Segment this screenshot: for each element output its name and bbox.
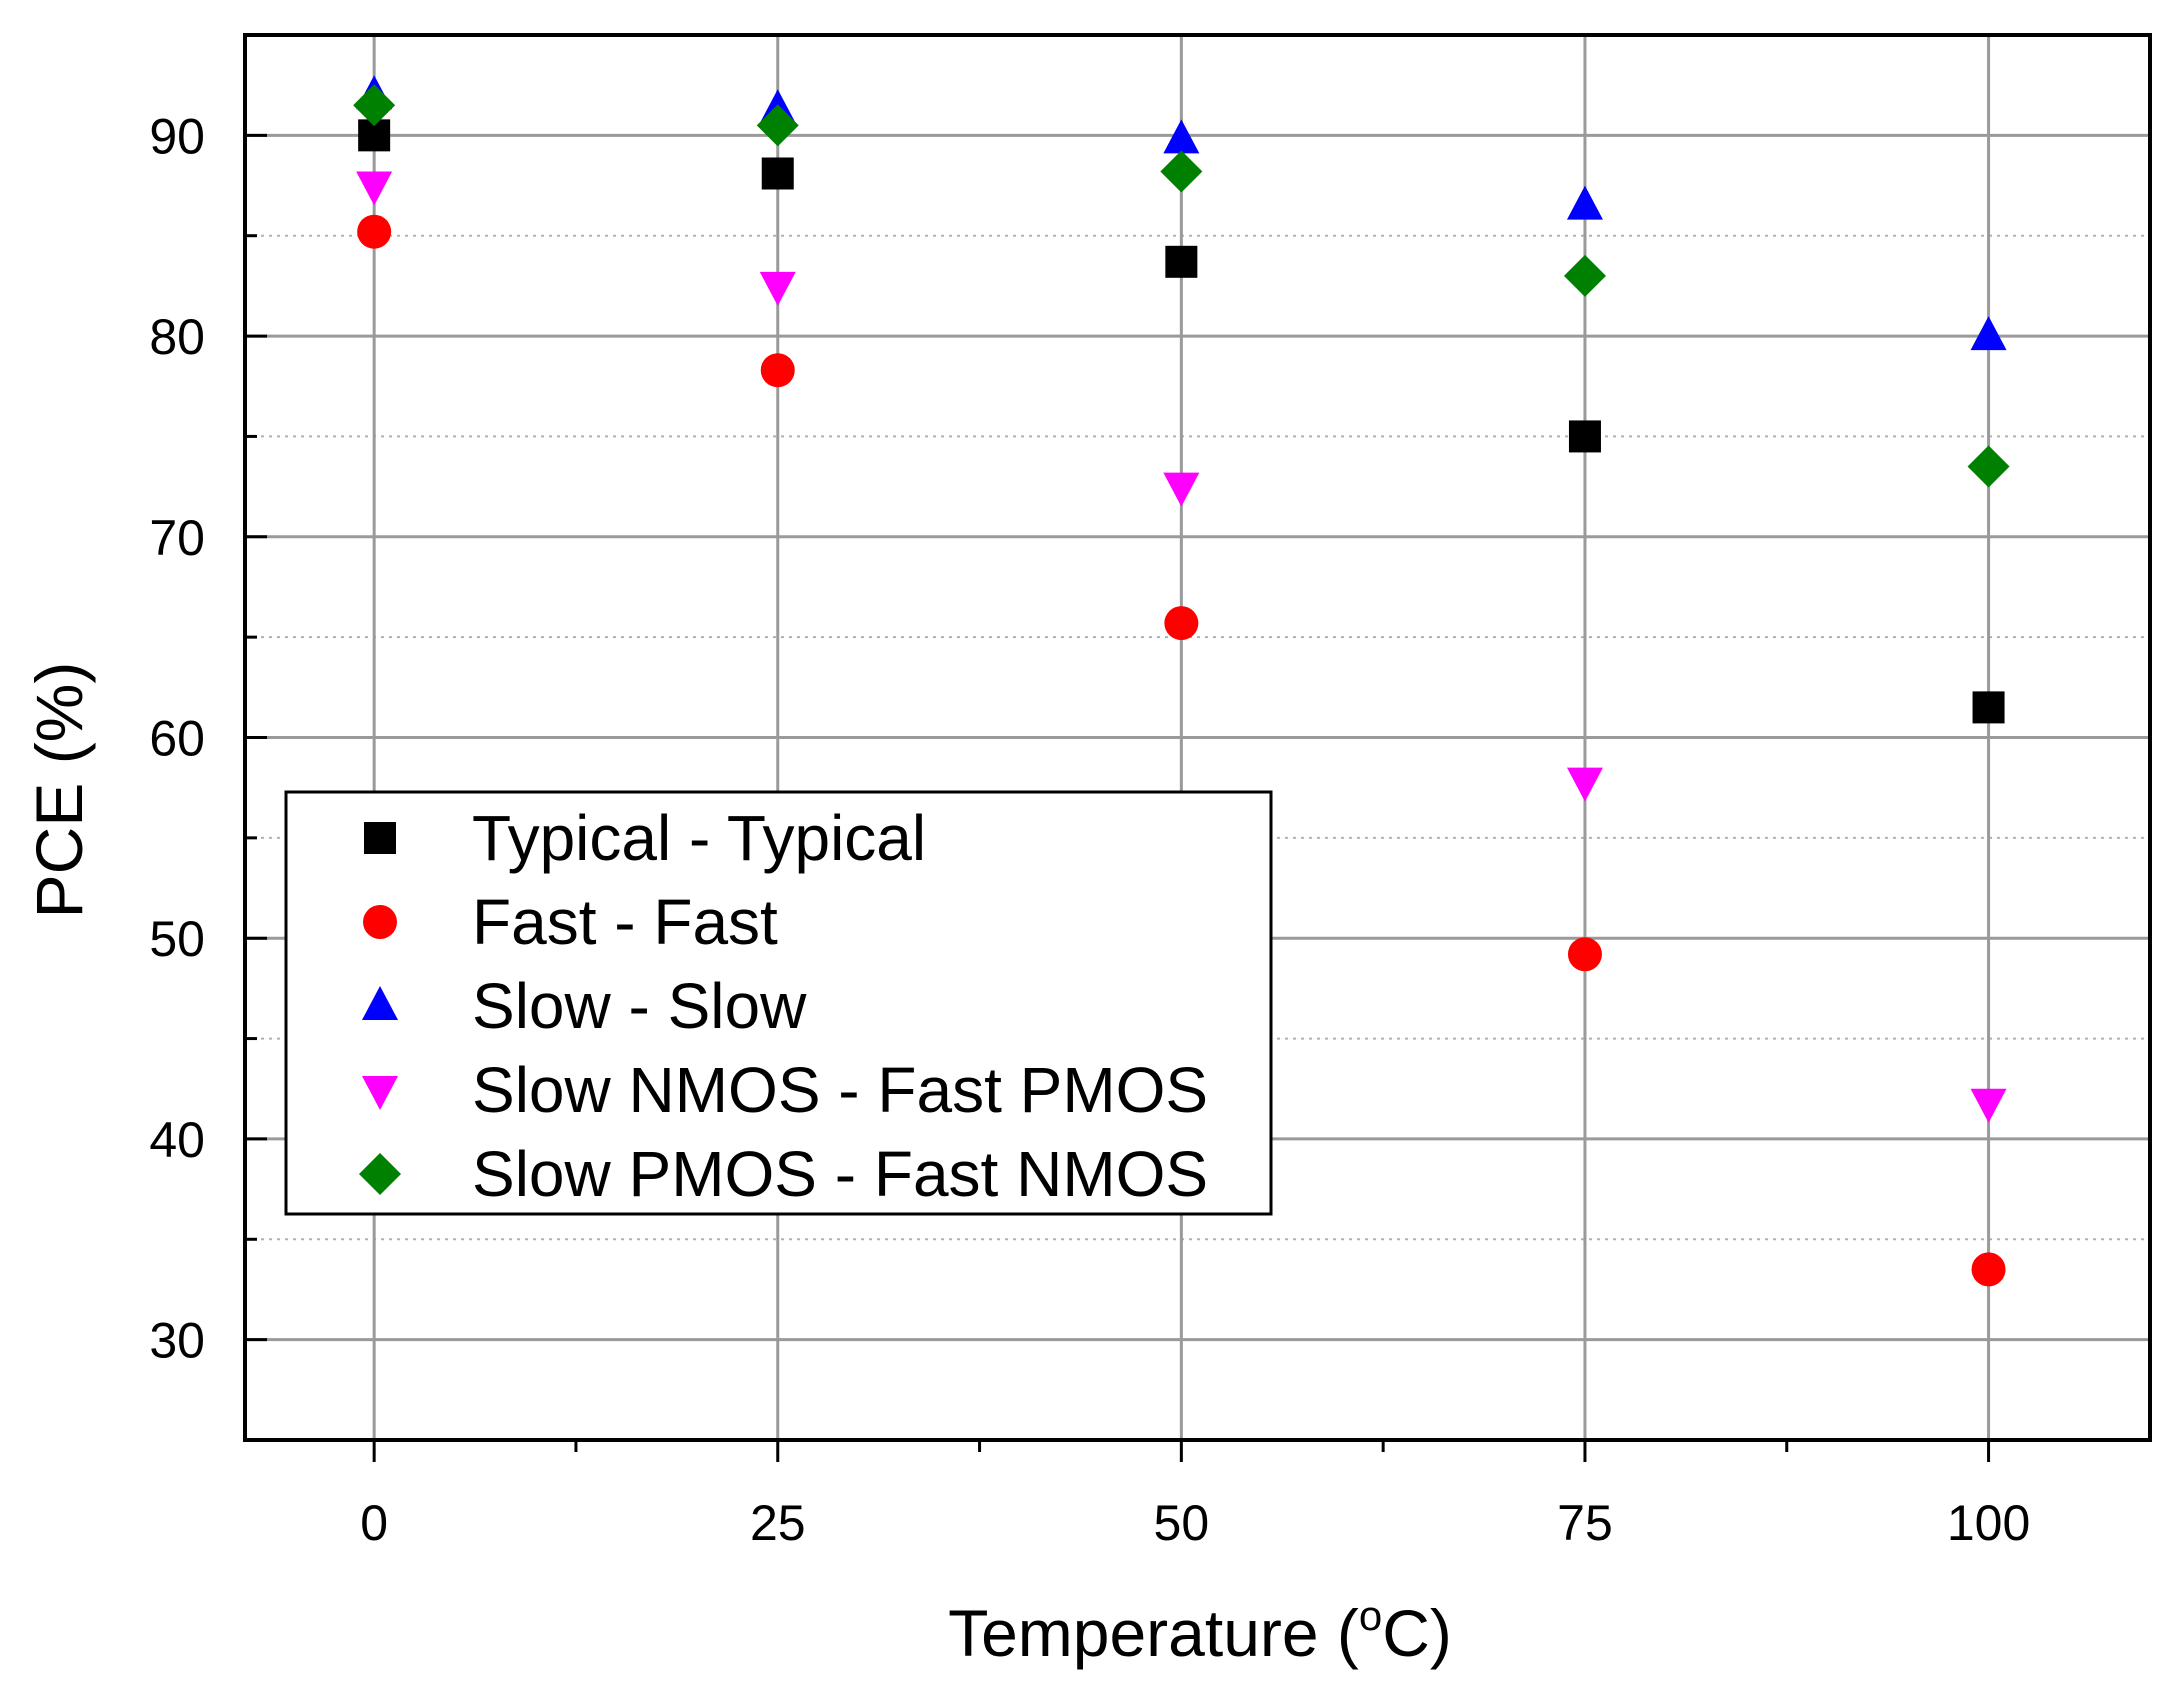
legend-marker bbox=[359, 1153, 401, 1195]
data-point bbox=[1567, 937, 1602, 972]
x-tick-label: 0 bbox=[360, 1495, 388, 1551]
x-tick-label: 100 bbox=[1947, 1495, 2030, 1551]
legend-marker bbox=[363, 905, 397, 939]
data-point bbox=[1970, 1088, 2007, 1123]
y-axis-title: PCE (%) bbox=[22, 662, 96, 919]
data-point bbox=[353, 84, 396, 127]
x-axis-title-end: C) bbox=[1382, 1596, 1452, 1670]
data-point bbox=[1163, 472, 1200, 507]
legend-label: Slow NMOS - Fast PMOS bbox=[472, 1054, 1208, 1126]
tick-labels: 30 40 50 60 70 80 90 0 25 50 75 100 bbox=[149, 108, 2030, 1551]
y-tick-label: 40 bbox=[149, 1112, 205, 1168]
data-point bbox=[756, 104, 799, 147]
legend-label: Typical - Typical bbox=[472, 802, 926, 874]
x-tick-label: 50 bbox=[1154, 1495, 1210, 1551]
x-tick-label: 75 bbox=[1557, 1495, 1613, 1551]
data-point bbox=[1967, 445, 2010, 488]
data-point bbox=[1563, 254, 1606, 297]
data-point bbox=[1163, 119, 1200, 154]
data-point bbox=[356, 171, 393, 206]
y-tick-label: 90 bbox=[149, 108, 205, 164]
data-point bbox=[761, 157, 794, 190]
x-tick-label: 25 bbox=[750, 1495, 806, 1551]
data-point bbox=[1970, 316, 2007, 351]
data-point bbox=[1972, 691, 2005, 724]
data-point bbox=[759, 271, 796, 306]
y-tick-label: 60 bbox=[149, 711, 205, 767]
data-point bbox=[1160, 150, 1203, 193]
legend-label: Fast - Fast bbox=[472, 886, 778, 958]
data-point bbox=[1566, 185, 1603, 220]
data-point bbox=[760, 353, 795, 388]
legend-marker bbox=[362, 1076, 398, 1110]
x-axis-title-superscript: o bbox=[1359, 1592, 1382, 1639]
data-point bbox=[1568, 420, 1601, 453]
y-tick-label: 30 bbox=[149, 1313, 205, 1369]
y-tick-label: 50 bbox=[149, 911, 205, 967]
series-slow-nmos-fast-pmos bbox=[356, 171, 2007, 1123]
data-markers bbox=[353, 75, 2010, 1287]
x-axis-title: Temperature (oC) bbox=[948, 1592, 1452, 1670]
data-point bbox=[1971, 1252, 2006, 1287]
y-tick-label: 80 bbox=[149, 309, 205, 365]
legend-label: Slow - Slow bbox=[472, 970, 807, 1042]
data-point bbox=[357, 214, 392, 249]
legend-box bbox=[284, 790, 1273, 1216]
legend-marker bbox=[364, 822, 396, 854]
legend-marker bbox=[362, 986, 398, 1020]
axis-ticks bbox=[245, 33, 1991, 1462]
legend-label: Slow PMOS - Fast NMOS bbox=[472, 1138, 1208, 1210]
series-slow-pmos-fast-nmos bbox=[353, 84, 2010, 488]
legend: Typical - Typical Fast - Fast Slow - Slow S… bbox=[284, 790, 1273, 1216]
major-gridlines bbox=[245, 35, 2150, 1440]
y-tick-label: 70 bbox=[149, 510, 205, 566]
x-axis-title-main: Temperature ( bbox=[948, 1596, 1359, 1670]
data-point bbox=[1164, 606, 1199, 641]
series-typical-typical bbox=[358, 119, 2005, 724]
data-point bbox=[1165, 245, 1198, 278]
data-point bbox=[1566, 767, 1603, 802]
series-fast-fast bbox=[357, 214, 2006, 1287]
